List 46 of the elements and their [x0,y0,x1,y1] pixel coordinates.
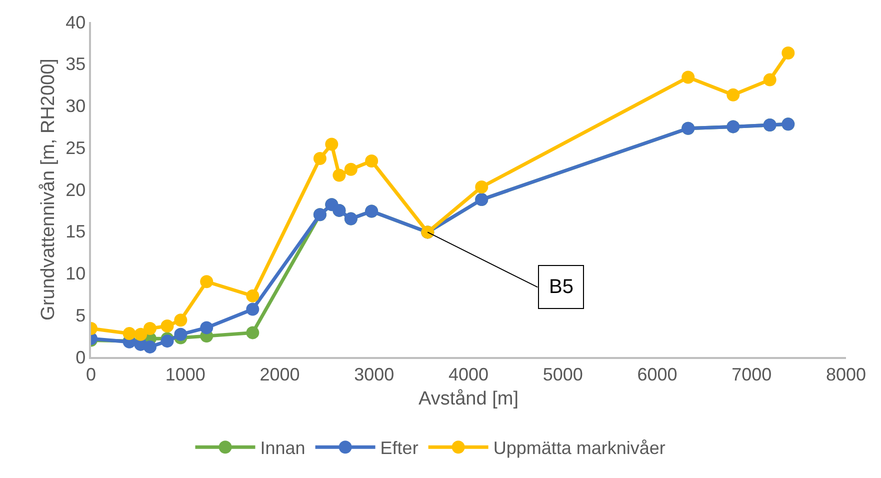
y-tick-label: 35 [66,54,86,74]
point [143,322,156,336]
annotation: B5 [549,276,574,298]
y-tick-label: 5 [76,305,86,326]
point [682,70,695,84]
point [246,302,260,316]
legend-label: Innan [260,438,306,458]
y-tick-label: 30 [66,96,86,116]
legend-label: Efter [380,438,418,458]
legend-label: Uppmätta marknivåer [493,438,666,458]
point [475,180,488,194]
point [122,327,136,340]
point [365,154,378,168]
point [246,289,260,302]
y-tick-label: 15 [66,222,86,242]
point [134,328,148,341]
x-tick-label: 1000 [165,364,206,384]
point [763,73,776,86]
y-tick-label: 25 [66,138,86,158]
x-tick-label: 5000 [542,364,583,384]
x-tick-label: 4000 [448,364,489,384]
point [726,88,740,102]
x-tick-label: 7000 [732,364,772,384]
x-tick-label: 3000 [354,364,394,384]
y-tick-label: 20 [66,180,86,200]
point [325,138,338,151]
point [174,328,188,341]
x-tick-label: 6000 [637,364,678,384]
y-tick-label: 10 [66,264,86,284]
point [200,321,214,334]
point [313,152,326,166]
y-tick-label: 40 [66,12,86,32]
point [246,326,260,340]
x-tick-label: 8000 [826,364,866,384]
x-tick-label: 2000 [260,364,300,384]
point [143,340,156,354]
point [160,334,174,348]
point [782,46,795,60]
point [174,314,188,327]
y-axis-title: Grundvattennivån [m, RH2000] [38,58,59,320]
y-tick-label: 0 [76,347,86,368]
x-axis-title: Avstånd [m] [418,388,518,410]
point [344,162,358,176]
point [200,275,214,288]
point [332,168,346,182]
point [160,320,174,333]
